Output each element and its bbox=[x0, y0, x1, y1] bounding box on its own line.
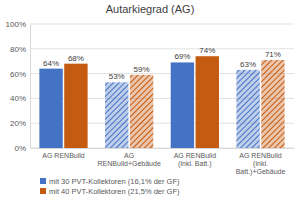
legend-swatch bbox=[40, 188, 46, 194]
y-tick-label: 0% bbox=[14, 144, 26, 153]
y-tick-label: 40% bbox=[10, 94, 26, 103]
data-label: 71% bbox=[265, 50, 281, 59]
y-tick: 0% bbox=[14, 144, 30, 153]
y-tick-label: 20% bbox=[10, 119, 26, 128]
legend-swatch bbox=[40, 178, 46, 184]
y-tick: 80% bbox=[10, 45, 30, 54]
y-tick: 40% bbox=[10, 94, 30, 103]
y-tick-label: 80% bbox=[10, 45, 26, 54]
bar bbox=[261, 60, 284, 148]
grid-line bbox=[30, 48, 294, 49]
bar bbox=[196, 56, 219, 148]
plot: 0% 20% 40% 60% 80% 100% 64% 53% 69% 63% 68% 59% 74% 7… bbox=[6, 20, 295, 176]
legend-item: mit 30 PVT-Kollektoren (16,1% der GF) bbox=[40, 177, 180, 186]
x-tick-label: AG RENBuild bbox=[42, 152, 85, 159]
x-axis-line bbox=[31, 148, 295, 149]
bars bbox=[39, 56, 284, 148]
x-tick: AGRENBuild+Gebäude bbox=[98, 148, 161, 167]
y-tick: 60% bbox=[10, 70, 30, 79]
x-tick: AG RENBuild(inkl. Batt.) bbox=[174, 148, 217, 168]
y-axis: 0% 20% 40% 60% 80% 100% bbox=[6, 20, 31, 153]
legend: mit 30 PVT-Kollektoren (16,1% der GF)mit… bbox=[40, 177, 180, 196]
data-label: 63% bbox=[240, 60, 256, 69]
data-label: 64% bbox=[43, 59, 59, 68]
bar bbox=[105, 82, 128, 148]
x-tick: AG RENBuild bbox=[42, 148, 85, 159]
y-tick-label: 60% bbox=[10, 70, 26, 79]
bar bbox=[171, 62, 194, 148]
y-axis-line bbox=[30, 25, 31, 149]
x-tick-label: AG RENBuild(inkl. Batt.) bbox=[174, 152, 217, 168]
data-label: 68% bbox=[68, 54, 84, 63]
data-label: 69% bbox=[174, 52, 190, 61]
grid-line bbox=[30, 24, 294, 25]
y-tick-label: 100% bbox=[6, 20, 26, 29]
bar bbox=[236, 70, 259, 148]
legend-item: mit 40 PVT-Kollektoren (21,5% der GF) bbox=[40, 187, 180, 196]
data-label: 59% bbox=[134, 65, 150, 74]
y-tick: 100% bbox=[6, 20, 30, 29]
legend-label: mit 40 PVT-Kollektoren (21,5% der GF) bbox=[49, 187, 180, 196]
data-labels: 64% 53% 69% 63% 68% 59% 74% 71% bbox=[43, 46, 281, 81]
data-label: 74% bbox=[199, 46, 215, 55]
x-tick-label: AGRENBuild+Gebäude bbox=[98, 152, 161, 167]
bar bbox=[130, 75, 153, 148]
title: Autarkiegrad (AG) bbox=[106, 3, 195, 15]
x-axis: AG RENBuild AGRENBuild+Gebäude AG RENBuild… bbox=[31, 148, 295, 176]
x-tick: AG RENBuild(inkl.Batt.)+Gebäude bbox=[236, 148, 286, 176]
legend-label: mit 30 PVT-Kollektoren (16,1% der GF) bbox=[49, 177, 180, 186]
chart: Autarkiegrad (AG) 0% 20% 40% 60% 80% 100% 64% 53… bbox=[0, 0, 300, 200]
y-tick: 20% bbox=[10, 119, 30, 128]
grid bbox=[30, 24, 294, 148]
data-label: 53% bbox=[109, 72, 125, 81]
bar bbox=[64, 64, 87, 148]
bar bbox=[39, 69, 62, 148]
x-tick-label: AG RENBuild(inkl.Batt.)+Gebäude bbox=[236, 152, 286, 176]
